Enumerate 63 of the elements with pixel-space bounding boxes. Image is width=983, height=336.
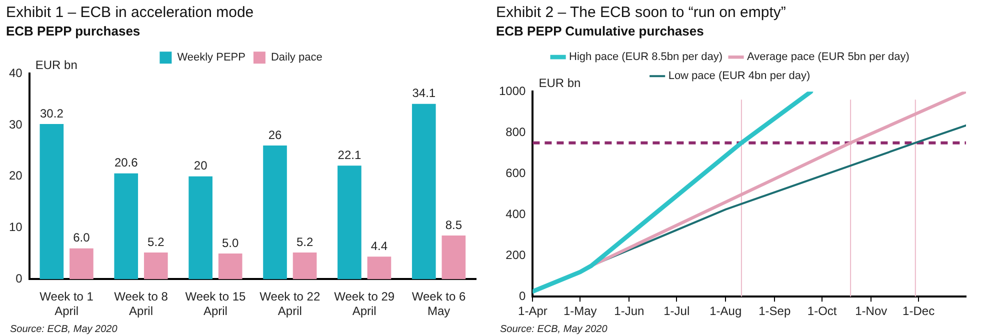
bar	[114, 173, 138, 280]
x-tick-label: 1-Jun	[614, 304, 644, 318]
data-label: 5.2	[148, 234, 165, 249]
data-label: 20	[194, 158, 208, 173]
data-label: 5.0	[222, 236, 240, 250]
data-label: 34.1	[412, 86, 436, 100]
bar	[442, 236, 466, 280]
y-tick-label: 400	[506, 206, 526, 221]
x-tick-label: Week to 6 May	[412, 290, 466, 318]
x-tick-label: Week to 8 April	[114, 290, 168, 318]
data-label: 22.1	[338, 148, 362, 162]
bar	[367, 256, 392, 280]
x-tick-label: 1-Aug	[710, 304, 742, 318]
legend-label: Low pace (EUR 4bn per day)	[668, 70, 810, 82]
x-tick-label: 1-Sep	[758, 304, 791, 318]
y-axis-title: EUR bn	[35, 58, 78, 72]
chart-title: Exhibit 2 – The ECB soon to “run on empty”	[496, 4, 786, 22]
x-tick-label: 1-Dec	[902, 304, 935, 318]
legend-label: Weekly PEPP	[177, 52, 246, 64]
x-tick-label: 1-May	[563, 304, 597, 318]
y-tick-label: 200	[506, 248, 526, 262]
data-label: 26	[268, 128, 282, 142]
y-tick-label: 800	[506, 124, 526, 139]
y-tick-label: 10	[8, 220, 23, 234]
data-label: 30.2	[40, 106, 64, 120]
y-axis-title: EUR bn	[538, 76, 581, 90]
x-tick-label: Week to 1 April	[40, 290, 94, 318]
source-note: Source: ECB, May 2020	[10, 324, 118, 335]
x-tick-label: Week to 15 April	[185, 290, 246, 318]
chart-subtitle: ECB PEPP purchases	[6, 23, 140, 38]
y-tick-label: 40	[8, 66, 23, 80]
x-tick-label: 1-Jul	[664, 304, 690, 318]
y-tick-label: 0	[16, 272, 23, 286]
y-tick-label: 0	[519, 288, 526, 303]
bar	[70, 248, 94, 280]
y-tick-label: 600	[506, 166, 526, 180]
source-note: Source: ECB, May 2020	[500, 324, 608, 335]
y-tick-label: 1000	[498, 84, 526, 98]
x-tick-label: 1-Nov	[855, 304, 888, 318]
legend-label: Average pace (EUR 5bn per day)	[747, 51, 910, 64]
bar	[188, 176, 212, 280]
y-tick-label: 30	[8, 117, 23, 132]
data-label: 4.4	[370, 238, 388, 253]
bar	[40, 124, 64, 280]
chart-subtitle: ECB PEPP Cumulative purchases	[496, 23, 704, 38]
legend-label: High pace (EUR 8.5bn per day)	[569, 51, 723, 64]
x-tick-label: Week to 29 April	[334, 290, 395, 318]
bar	[292, 252, 317, 280]
bar	[412, 104, 436, 280]
x-tick-label: 1-Oct	[807, 304, 838, 318]
y-tick-label: 20	[8, 168, 23, 183]
x-tick-label: 1-Apr	[518, 304, 548, 318]
data-label: 20.6	[114, 156, 138, 170]
bar	[338, 166, 362, 280]
bar	[218, 254, 242, 280]
bar	[144, 252, 168, 280]
bar	[263, 146, 287, 280]
x-tick-label: Week to 22 April	[260, 290, 320, 318]
legend-label: Daily pace	[270, 52, 322, 64]
data-label: 8.5	[445, 218, 462, 232]
data-label: 5.2	[296, 234, 314, 249]
chart-title: Exhibit 1 – ECB in acceleration mode	[6, 4, 254, 22]
data-label: 6.0	[73, 230, 90, 245]
